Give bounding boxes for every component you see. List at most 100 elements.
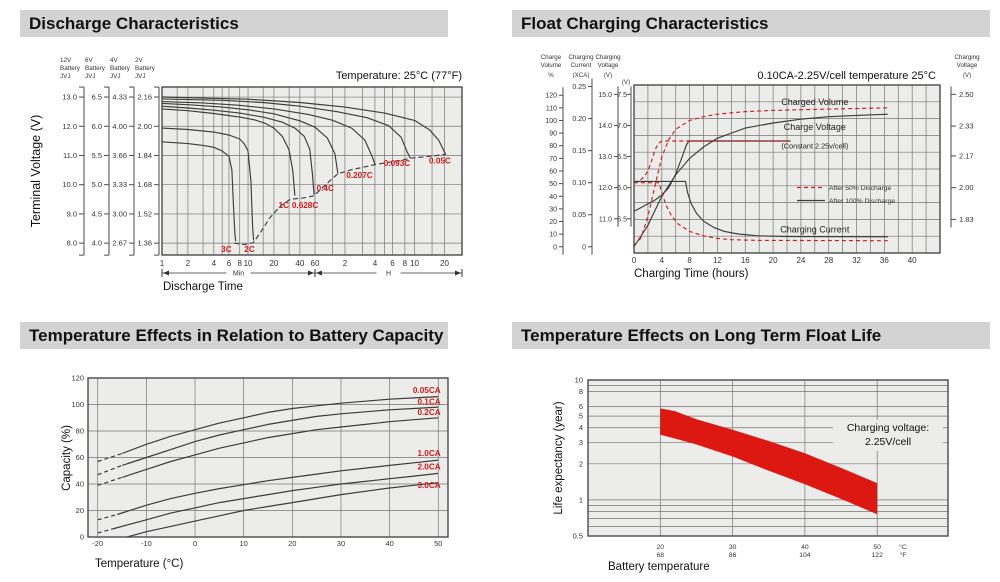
scale-tick-label: 20	[549, 219, 557, 226]
ca-rate-label: 1.0CA	[417, 449, 440, 458]
y-tick-label: 120	[71, 374, 84, 383]
scale-tick-label: 11.0	[63, 151, 77, 160]
scale-tick-label: 3.66	[112, 151, 127, 160]
x-tick-label: 20	[440, 259, 449, 268]
scale-tick-label: 5.0	[92, 180, 102, 189]
scale-tick-label: 50	[549, 181, 557, 188]
capacity-curve-3.0CA	[126, 482, 439, 538]
discharge-curve-2C	[161, 127, 255, 241]
y-tick-label: 10	[575, 376, 583, 385]
scale-unit: (V)	[963, 72, 971, 79]
x-tick-label: 32	[852, 256, 861, 265]
scale-header: Battery	[85, 65, 106, 72]
scale-tick-label: 5.5	[617, 216, 627, 223]
scale-header: 12V	[60, 57, 72, 64]
c-rate-label: 0.207C	[346, 171, 372, 180]
curve-label: Charged Volume	[781, 97, 848, 107]
scale-header: Battery	[60, 65, 81, 72]
section-title-temperature-capacity: Temperature Effects in Relation to Batte…	[20, 322, 448, 349]
scale-tick-label: 1.36	[137, 239, 152, 248]
c-rate-label: 0.093C	[384, 159, 410, 168]
y-tick-label: 6	[579, 402, 583, 411]
x-tick-label: 12	[713, 256, 722, 265]
capacity-curve-0.05CA	[121, 396, 439, 455]
x-tick-label-fahrenheit: 86	[729, 552, 737, 559]
arrow-left-icon	[163, 270, 169, 276]
x-tick-label: 4	[212, 259, 217, 268]
discharge-curve-0.207C	[161, 101, 376, 165]
c-rate-label: 0.628C	[292, 201, 318, 210]
scale-tick-label: 1.52	[137, 209, 152, 218]
arrow-right-icon	[308, 270, 314, 276]
x-tick-label: 20	[288, 539, 296, 548]
scale-tick-label: 4.5	[92, 209, 102, 218]
y-tick-label: 0.5	[573, 532, 583, 541]
scale-tick-label: 6.0	[92, 122, 102, 131]
scale-unit: (XCA)	[573, 72, 590, 79]
scale-tick-label: 10.0	[62, 180, 77, 189]
x-tick-label: 10	[244, 259, 253, 268]
scale-header: JVJ	[85, 73, 96, 80]
scale-tick-label: 0.10	[572, 180, 586, 187]
scale-tick-label: 13.0	[598, 154, 612, 161]
x-tick-label: 2	[186, 259, 191, 268]
scale-unit: (V)	[622, 79, 630, 86]
x-tick-label: -20	[92, 539, 103, 548]
scale-tick-label: 120	[545, 93, 557, 100]
scale-tick-label: 2.17	[959, 151, 974, 160]
curve-charging-current-after-50-discharge	[634, 182, 888, 242]
scale-header: 4V	[110, 57, 119, 64]
scale-tick-label: 2.00	[959, 183, 974, 192]
charging-condition-annotation: 0.10CA-2.25V/cell temperature 25°C	[757, 70, 936, 82]
scale-tick-label: 6.0	[617, 185, 627, 192]
c-rate-label: 3C	[221, 245, 232, 254]
legend-label-50pct: After 50% Discharge	[829, 185, 892, 192]
scale-tick-label: 60	[549, 168, 557, 175]
x-tick-label: 6	[390, 259, 395, 268]
curve-label: (Constant 2.25v/cell)	[781, 141, 848, 150]
x-axis-title: Temperature (°C)	[95, 558, 183, 570]
ca-rate-label: 3.0CA	[417, 481, 440, 490]
scale-tick-label: 6.5	[617, 154, 627, 161]
x-tick-label: 2	[343, 259, 348, 268]
x-tick-label: 0	[193, 539, 197, 548]
y-tick-label: 3	[579, 438, 583, 447]
scale-header: Volume	[541, 62, 562, 69]
discharge-curve-0.628C	[161, 105, 315, 195]
legend-label-100pct: After 100% Discharge	[829, 198, 895, 205]
scale-tick-label: 4.00	[112, 122, 127, 131]
x-tick-label-celsius: 30	[729, 544, 737, 551]
scale-tick-label: 4.0	[92, 239, 102, 248]
scale-tick-label: 100	[545, 118, 557, 125]
scale-tick-label: 1.68	[137, 180, 152, 189]
ca-rate-label: 0.2CA	[417, 408, 440, 417]
y-tick-label: 0	[80, 533, 84, 542]
x-tick-label: 1	[160, 259, 165, 268]
x-tick-label: 20	[769, 256, 778, 265]
plot-border	[87, 377, 449, 538]
scale-tick-label: 80	[549, 143, 557, 150]
scale-header: Current	[571, 62, 592, 69]
scale-header: Charging	[595, 54, 621, 61]
y-axis-title: Capacity (%)	[61, 425, 73, 491]
scale-tick-label: 10	[549, 232, 557, 239]
x-tick-label: 28	[824, 256, 833, 265]
section-title-float-charging: Float Charging Characteristics	[512, 10, 990, 37]
x-tick-label: 10	[410, 259, 419, 268]
x-tick-label-celsius: 40	[801, 544, 809, 551]
x-tick-label: -10	[141, 539, 152, 548]
scale-tick-label: 7.5	[617, 92, 627, 99]
y-tick-label: 8	[579, 387, 583, 396]
x-tick-label: 20	[269, 259, 278, 268]
scale-tick-label: 12.0	[598, 185, 612, 192]
x-tick-label: 40	[385, 539, 393, 548]
section-title-float-life: Temperature Effects on Long Term Float L…	[512, 322, 990, 349]
scale-tick-label: 1.84	[137, 151, 152, 160]
temperature-annotation: Temperature: 25°C (77°F)	[336, 70, 462, 82]
scale-header: Voltage	[957, 62, 978, 69]
x-axis-title: Charging Time (hours)	[634, 268, 749, 280]
y-tick-label: 80	[76, 427, 84, 436]
scale-tick-label: 90	[549, 131, 557, 138]
x-tick-label: 30	[337, 539, 345, 548]
